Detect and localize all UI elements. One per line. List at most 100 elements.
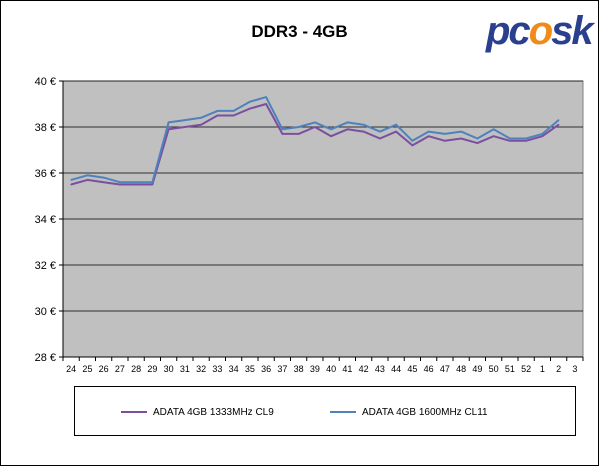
- data-point: [427, 130, 430, 133]
- data-point: [232, 114, 235, 117]
- data-point: [444, 133, 446, 135]
- x-tick-label: 24: [66, 364, 76, 374]
- data-point: [200, 117, 202, 119]
- x-tick-label: 36: [261, 364, 271, 374]
- data-point: [135, 183, 137, 186]
- data-point: [216, 114, 219, 117]
- data-point: [151, 183, 154, 186]
- x-tick-label: 42: [359, 364, 369, 374]
- y-tick-label: 36 €: [35, 168, 56, 180]
- data-point: [395, 130, 397, 133]
- x-tick-label: 35: [245, 364, 255, 374]
- data-point: [135, 181, 137, 183]
- data-point: [492, 128, 495, 131]
- data-point: [444, 140, 446, 142]
- legend-item-1600: ADATA 4GB 1600MHz CL11: [330, 405, 488, 419]
- data-point: [460, 137, 462, 140]
- data-point: [525, 140, 527, 142]
- data-point: [476, 137, 479, 140]
- x-tick-label: 50: [489, 364, 499, 374]
- data-point: [362, 123, 365, 126]
- data-point: [167, 128, 170, 131]
- data-point: [427, 135, 430, 137]
- data-point: [297, 126, 300, 128]
- data-point: [330, 135, 332, 137]
- x-tick-label: 27: [115, 364, 125, 374]
- data-point: [119, 181, 121, 183]
- x-tick-label: 49: [472, 364, 482, 374]
- x-tick-label: 45: [407, 364, 417, 374]
- data-point: [119, 183, 121, 186]
- data-point: [460, 130, 462, 133]
- data-point: [151, 181, 154, 183]
- data-point: [346, 128, 349, 131]
- data-point: [314, 126, 316, 128]
- x-tick-label: 47: [440, 364, 450, 374]
- data-point: [411, 144, 414, 147]
- x-tick-label: 38: [294, 364, 304, 374]
- x-tick-label: 46: [424, 364, 434, 374]
- data-point: [102, 181, 105, 183]
- series-layer: [70, 96, 560, 186]
- x-tick-label: 30: [164, 364, 174, 374]
- y-tick-label: 28 €: [35, 352, 56, 364]
- data-point: [167, 121, 170, 124]
- data-point: [297, 133, 300, 135]
- y-tick-label: 30 €: [35, 306, 56, 318]
- y-tick-label: 40 €: [35, 76, 56, 88]
- data-point: [281, 128, 284, 131]
- x-tick-label: 3: [572, 364, 577, 374]
- data-point: [557, 123, 560, 126]
- x-tick-label: 31: [180, 364, 190, 374]
- legend: ADATA 4GB 1333MHz CL9 ADATA 4GB 1600MHz …: [74, 386, 576, 436]
- data-point: [281, 133, 284, 135]
- x-tick-label: 40: [326, 364, 336, 374]
- data-point: [379, 137, 381, 140]
- legend-label-1333: ADATA 4GB 1333MHz CL9: [153, 406, 274, 418]
- x-tick-label: 37: [277, 364, 287, 374]
- data-point: [492, 135, 495, 137]
- data-point: [330, 128, 332, 131]
- data-point: [557, 119, 560, 121]
- data-point: [249, 107, 251, 110]
- data-point: [249, 100, 251, 103]
- x-tick-label: 28: [131, 364, 141, 374]
- x-tick-label: 43: [375, 364, 385, 374]
- data-point: [265, 96, 267, 98]
- x-tick-label: 29: [147, 364, 157, 374]
- pcosk-logo: pcosk: [486, 9, 594, 53]
- data-point: [102, 176, 105, 179]
- y-tick-label: 32 €: [35, 260, 56, 272]
- x-tick-label: 26: [99, 364, 109, 374]
- gridlines: [63, 80, 583, 312]
- data-point: [184, 119, 186, 121]
- data-point: [184, 126, 186, 128]
- x-tick-label: 52: [521, 364, 531, 374]
- data-point: [509, 140, 511, 142]
- legend-swatch-1333: [121, 411, 147, 413]
- data-point: [379, 130, 381, 133]
- x-tick-label: 32: [196, 364, 206, 374]
- chart-title: DDR3 - 4GB: [251, 22, 348, 41]
- legend-label-1600: ADATA 4GB 1600MHz CL11: [362, 406, 488, 418]
- x-tick-label: 25: [82, 364, 92, 374]
- data-point: [362, 130, 365, 133]
- data-point: [86, 179, 89, 181]
- data-point: [395, 123, 397, 126]
- data-point: [216, 110, 219, 112]
- data-point: [86, 174, 89, 177]
- legend-swatch-1600: [330, 411, 356, 413]
- data-point: [70, 179, 72, 181]
- x-tick-label: 2: [556, 364, 561, 374]
- data-point: [541, 135, 544, 137]
- legend-item-1333: ADATA 4GB 1333MHz CL9: [121, 405, 274, 419]
- data-point: [476, 142, 479, 144]
- axes: 28 € 30 € 32 € 34 € 36 € 38 € 40 € 24 25 26 27 28 29…: [35, 76, 584, 374]
- x-tick-label: 44: [391, 364, 401, 374]
- data-point: [509, 137, 511, 140]
- x-tick-label: 33: [212, 364, 222, 374]
- y-tick-label: 38 €: [35, 122, 56, 134]
- data-point: [525, 137, 527, 140]
- data-point: [232, 110, 235, 112]
